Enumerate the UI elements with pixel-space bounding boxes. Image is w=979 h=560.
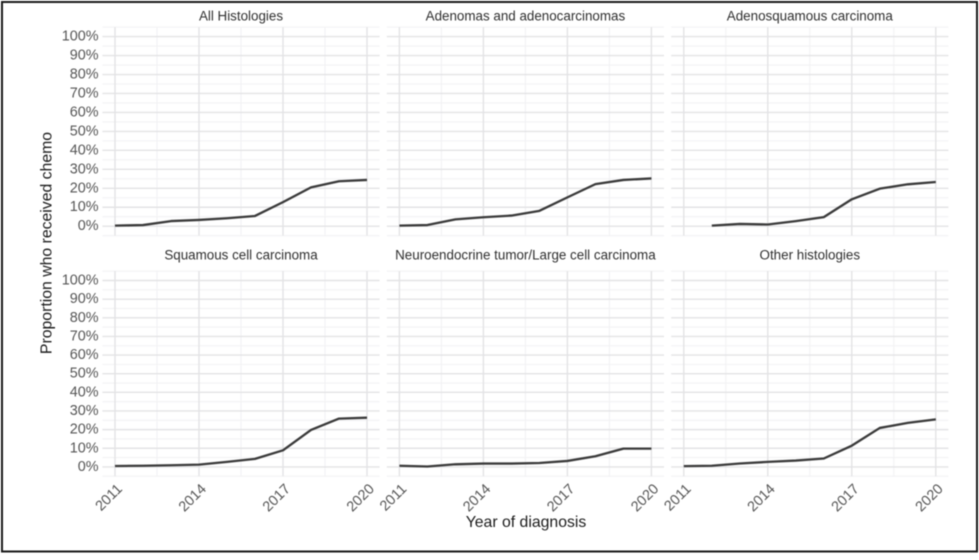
svg-text:20%: 20%	[70, 422, 99, 438]
svg-text:Neuroendocrine tumor/Large cel: Neuroendocrine tumor/Large cell carcinom…	[395, 248, 656, 263]
svg-text:20%: 20%	[70, 180, 99, 196]
svg-text:Adenomas and adenocarcinomas: Adenomas and adenocarcinomas	[426, 9, 626, 24]
svg-text:90%: 90%	[70, 291, 99, 307]
svg-text:All Histologies: All Histologies	[199, 9, 283, 24]
svg-text:Year of diagnosis: Year of diagnosis	[466, 514, 587, 531]
svg-text:50%: 50%	[70, 123, 99, 139]
svg-text:90%: 90%	[70, 48, 99, 64]
svg-text:100%: 100%	[62, 29, 99, 45]
svg-text:60%: 60%	[70, 347, 99, 363]
svg-text:70%: 70%	[70, 328, 99, 344]
svg-text:0%: 0%	[78, 459, 99, 475]
svg-text:80%: 80%	[70, 310, 99, 326]
svg-text:100%: 100%	[62, 273, 99, 289]
svg-text:10%: 10%	[70, 199, 99, 215]
svg-text:60%: 60%	[70, 104, 99, 120]
svg-text:0%: 0%	[78, 218, 99, 234]
svg-text:Squamous cell carcinoma: Squamous cell carcinoma	[164, 248, 318, 263]
svg-text:40%: 40%	[70, 142, 99, 158]
svg-text:70%: 70%	[70, 85, 99, 101]
svg-text:Other histologies: Other histologies	[760, 248, 861, 263]
svg-text:10%: 10%	[70, 440, 99, 456]
svg-text:80%: 80%	[70, 67, 99, 83]
svg-text:30%: 30%	[70, 403, 99, 419]
svg-text:50%: 50%	[70, 366, 99, 382]
svg-text:30%: 30%	[70, 161, 99, 177]
svg-text:Adenosquamous carcinoma: Adenosquamous carcinoma	[727, 9, 894, 24]
svg-text:40%: 40%	[70, 384, 99, 400]
svg-text:Proportion who received chemo: Proportion who received chemo	[39, 132, 56, 354]
